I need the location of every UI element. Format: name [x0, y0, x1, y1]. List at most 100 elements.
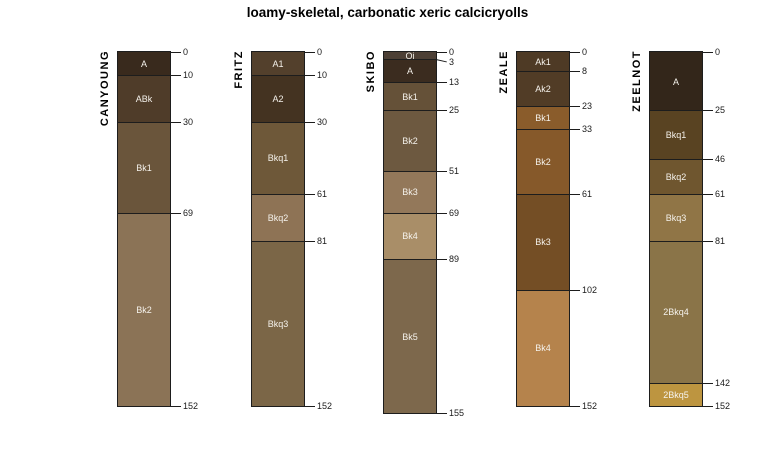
depth-label: 46 [715, 154, 726, 165]
depth-label: 0 [715, 47, 721, 57]
profile-name: CANYOUNG [99, 50, 111, 127]
profile-name: FRITZ [233, 50, 245, 89]
depth-tick [170, 52, 181, 53]
horizon-rect [384, 259, 436, 413]
depth-label: 23 [582, 100, 593, 111]
depth-tick [170, 75, 181, 77]
profile-name: SKIBO [365, 50, 377, 93]
horizon-rect [252, 52, 304, 76]
depth-label: 152 [317, 401, 333, 411]
depth-label: 8 [582, 65, 588, 76]
horizon-label: 2Bkq4 [663, 307, 689, 318]
horizon-label: Bkq1 [267, 153, 289, 164]
depth-label: 0 [317, 47, 323, 57]
depth-tick [702, 240, 713, 242]
depth-label: 25 [715, 105, 726, 116]
depth-tick [569, 406, 580, 407]
depth-tick [702, 52, 713, 53]
depth-tick [702, 159, 713, 161]
horizon-label: Bk4 [535, 343, 551, 354]
depth-tick [304, 240, 315, 242]
depth-label: 25 [449, 105, 460, 116]
horizon-rect [650, 52, 702, 111]
depth-tick [702, 406, 713, 407]
profile-column: A Bkq1 Bkq2 Bkq3 2Bkq4 2Bkq5 [649, 51, 703, 407]
depth-tick [436, 412, 447, 414]
depth-tick [170, 212, 181, 214]
depth-tick [569, 52, 580, 53]
horizon-label: ABk [135, 94, 153, 105]
horizon-rect [118, 75, 170, 122]
horizon-rect [118, 212, 170, 406]
horizon-rect [517, 194, 569, 290]
horizon-rect [650, 240, 702, 383]
depth-tick [304, 406, 315, 407]
horizon-rect [384, 52, 436, 59]
horizon-rect [252, 240, 304, 406]
horizon-rect [650, 194, 702, 241]
horizon-rect [384, 170, 436, 213]
depth-label: 0 [582, 47, 588, 57]
depth-label: 152 [582, 401, 598, 411]
horizon-label: Bk2 [402, 136, 418, 146]
depth-tick [569, 105, 580, 107]
depth-label: 155 [449, 407, 465, 418]
horizon-label: A [672, 76, 680, 87]
horizon-rect [517, 128, 569, 195]
horizon-rect [384, 58, 436, 83]
depth-label: 13 [449, 77, 460, 88]
depth-tick [304, 52, 315, 53]
depth-label: 69 [183, 207, 194, 218]
depth-tick [170, 406, 181, 407]
horizon-label: 2Bkq5 [663, 389, 689, 400]
horizon-label: Bk1 [535, 112, 551, 123]
depth-label: 142 [715, 377, 731, 388]
depth-label: 33 [582, 123, 593, 134]
depth-tick [436, 170, 447, 172]
depth-tick [569, 289, 580, 291]
horizon-label: Bkq2 [665, 172, 687, 183]
horizon-label: Bk1 [402, 91, 418, 102]
horizon-rect [650, 159, 702, 195]
depth-label: 69 [449, 207, 460, 218]
profile-column: A1 A2 Bkq1 Bkq2 Bkq3 [251, 51, 305, 407]
horizon-rect [252, 194, 304, 241]
depth-tick [569, 128, 580, 130]
horizon-label: Bkq3 [267, 318, 289, 329]
depth-tick [436, 82, 447, 84]
horizon-rect [517, 105, 569, 129]
profile-column: Oi A Bk1 Bk2 Bk3 Bk4 Bk5 [383, 51, 437, 414]
horizon-label: A1 [272, 59, 284, 70]
depth-label: 51 [449, 165, 460, 176]
horizon-label: A [140, 59, 148, 70]
depth-label: 152 [183, 401, 199, 411]
depth-label: 89 [449, 254, 460, 265]
depth-tick [304, 75, 315, 77]
horizon-label: Bk5 [402, 331, 418, 342]
depth-tick [304, 194, 315, 196]
depth-label: 30 [183, 116, 194, 127]
depth-label: 10 [183, 70, 194, 81]
depth-label: 81 [317, 235, 328, 246]
horizon-label: Bk4 [402, 231, 418, 242]
depth-label: 10 [317, 70, 328, 81]
horizon-label: Bkq2 [267, 212, 289, 223]
depth-tick [436, 52, 447, 53]
profile-column: Ak1 Ak2 Bk1 Bk2 Bk3 Bk4 [516, 51, 570, 407]
depth-label: 102 [582, 284, 598, 295]
depth-label: 61 [715, 189, 726, 200]
horizon-rect [252, 75, 304, 122]
horizon-rect [517, 70, 569, 106]
depth-label: 0 [183, 47, 189, 57]
horizon-label: A2 [272, 94, 284, 105]
horizon-label: A [406, 66, 414, 77]
horizon-label: Bk2 [535, 156, 551, 167]
horizon-rect [118, 52, 170, 76]
depth-tick [304, 121, 315, 123]
horizon-rect [517, 289, 569, 406]
horizon-rect [252, 121, 304, 195]
horizon-rect [384, 212, 436, 260]
horizon-rect [650, 110, 702, 160]
profile-name: ZEELNOT [631, 50, 643, 112]
